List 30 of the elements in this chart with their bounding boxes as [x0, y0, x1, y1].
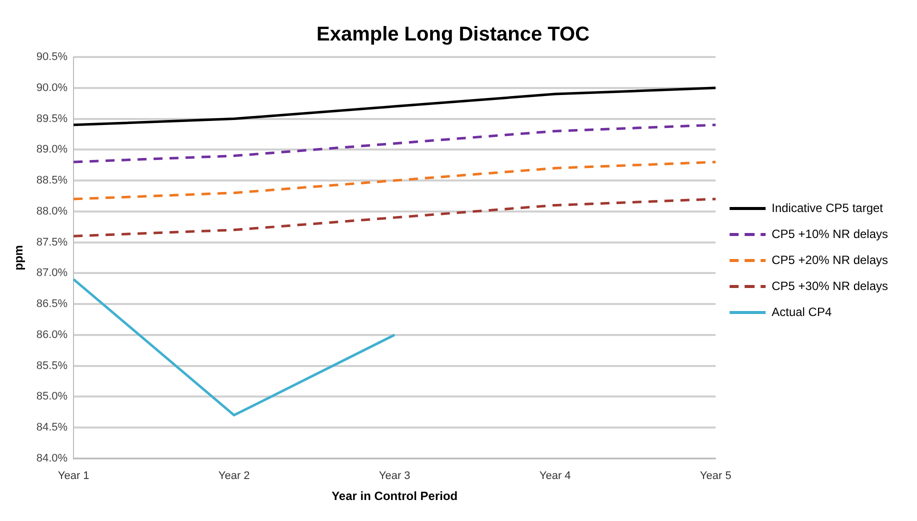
y-tick-label: 85.5%	[36, 360, 68, 372]
x-axis-title: Year in Control Period	[332, 489, 458, 504]
x-tick-label: Year 5	[700, 470, 732, 482]
x-tick-label: Year 2	[218, 470, 250, 482]
y-tick-label: 89.5%	[36, 112, 68, 125]
y-tick-label: 88.5%	[36, 174, 68, 187]
y-tick-label: 85.0%	[36, 390, 68, 403]
x-tick-label: Year 4	[539, 470, 571, 482]
x-tick-label: Year 1	[58, 470, 90, 482]
y-tick-label: 86.0%	[36, 328, 68, 341]
y-tick-label: 89.0%	[36, 144, 68, 156]
y-axis-title: ppm	[12, 245, 26, 270]
legend-label: CP5 +30% NR delays	[772, 278, 888, 293]
line-series	[72, 160, 717, 200]
y-tick-label: 87.0%	[36, 267, 68, 280]
y-tick-label: 87.5%	[36, 236, 68, 248]
y-tick-label: 84.0%	[36, 452, 68, 464]
y-tick-label: 86.5%	[36, 298, 68, 310]
legend-label: Actual CP4	[772, 304, 832, 319]
y-tick-label: 90.0%	[36, 82, 68, 94]
legend-label: CP5 +10% NR delays	[772, 226, 888, 241]
chart-title: Example Long Distance TOC	[316, 24, 590, 46]
y-tick-label: 88.0%	[36, 205, 68, 218]
x-tick-label: Year 3	[378, 470, 410, 482]
legend-label: CP5 +20% NR delays	[772, 252, 888, 267]
y-tick-label: 90.5%	[36, 51, 68, 64]
y-tick-label: 84.5%	[36, 422, 68, 434]
line-series	[72, 124, 717, 164]
legend-label: Indicative CP5 target	[772, 200, 884, 215]
line-series	[72, 198, 717, 238]
